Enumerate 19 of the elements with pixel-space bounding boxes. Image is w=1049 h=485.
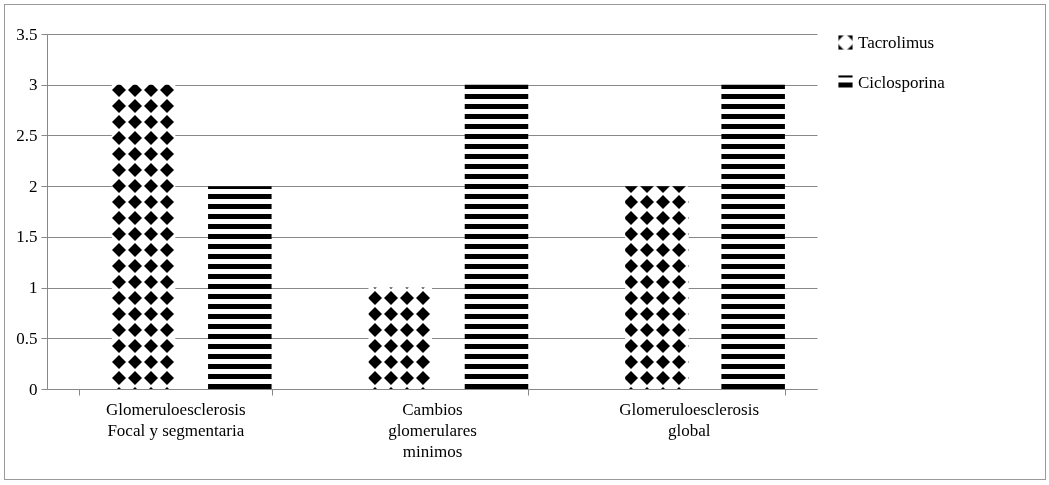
y-tick-label: 1	[29, 278, 38, 298]
x-tick-label: Glomeruloesclerosis global	[619, 399, 760, 440]
x-tick-label: Cambios glomerulares minimos	[388, 399, 477, 461]
bar	[464, 84, 529, 389]
y-tick-label: 2.5	[16, 125, 38, 145]
y-tick-label: 1.5	[16, 227, 38, 247]
bar	[208, 186, 272, 389]
y-tick-label: 0	[29, 379, 38, 399]
legend-label: Ciclosporina	[858, 72, 946, 92]
legend-label: Tacrolimus	[858, 32, 935, 52]
y-tick-label: 3	[29, 75, 38, 95]
bar	[625, 186, 689, 389]
bar	[368, 287, 432, 389]
y-tick-label: 0.5	[16, 328, 38, 348]
y-tick-label: 3.5	[16, 24, 38, 44]
x-tick-label: Glomeruloesclerosis Focal y segmentaria	[105, 399, 246, 440]
y-tick-label: 2	[29, 176, 38, 196]
bar	[111, 84, 176, 389]
bar	[721, 84, 785, 389]
